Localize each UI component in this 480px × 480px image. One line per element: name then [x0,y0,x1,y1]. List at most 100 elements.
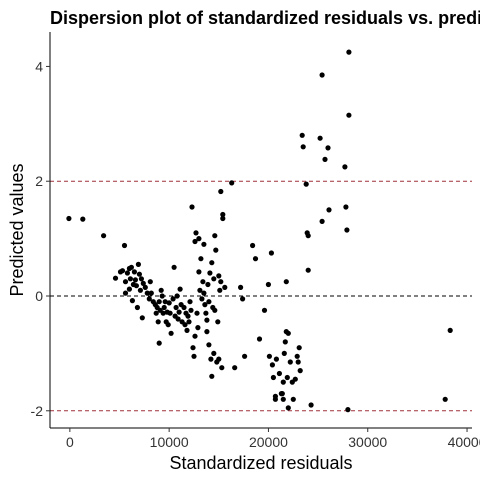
data-point [127,276,133,282]
data-point [191,353,197,359]
data-point [194,310,200,316]
data-point [346,112,352,118]
data-point [171,264,177,270]
y-ticks: -2 0 2 4 [31,58,50,419]
data-points [66,49,453,413]
data-point [202,302,208,308]
data-point [220,215,226,222]
data-point [216,356,222,362]
data-point [131,269,137,275]
data-point [189,204,195,210]
data-point [181,304,187,311]
data-point [319,72,325,78]
data-point [203,310,209,316]
data-point [139,315,145,321]
data-point [156,299,162,305]
data-point [305,267,311,273]
data-point [346,49,352,55]
data-point [229,180,235,186]
data-point [232,365,238,371]
data-point [222,284,228,290]
data-point [296,345,302,351]
x-tick-label: 40000 [448,434,480,450]
data-point [186,319,192,325]
data-point [209,373,215,379]
data-point [188,307,194,313]
data-point [294,353,300,359]
data-point [182,322,188,328]
data-point [208,356,214,362]
data-point [175,316,181,322]
data-point [122,290,129,296]
data-point [266,353,272,359]
data-point [295,359,301,365]
data-point [132,277,138,283]
data-point [148,290,154,296]
data-point [196,236,202,242]
data-point [159,293,165,299]
data-point [199,296,205,302]
data-point [215,319,221,325]
data-point [129,298,135,304]
data-point [272,393,278,399]
data-point [211,276,217,282]
data-point [122,279,129,285]
data-point [198,256,204,262]
data-point [325,145,331,151]
data-point [201,290,207,296]
data-point [146,296,152,302]
data-point [319,218,325,224]
data-point [167,310,173,316]
data-point [299,132,305,138]
data-point [155,319,161,325]
data-point [285,405,291,411]
x-tick-label: 20000 [249,434,288,450]
data-point [128,264,134,270]
data-point [268,250,274,256]
data-point [206,299,212,305]
data-point [220,211,226,218]
data-point [138,276,144,282]
data-point [168,330,174,336]
data-point [176,309,182,315]
data-point [147,279,153,285]
x-axis-label: Standardized residuals [169,453,352,473]
data-point [161,304,167,311]
data-point [101,233,107,239]
data-point [322,156,328,162]
data-point [273,356,279,362]
data-point [142,284,148,290]
y-tick-label: 2 [35,173,43,189]
data-point [66,215,72,222]
data-point [187,299,193,305]
data-point [200,279,206,285]
data-point [317,135,323,141]
data-point [342,164,348,170]
data-point [204,317,210,323]
data-point [280,379,286,385]
data-point [134,304,140,311]
data-point [270,374,276,381]
data-point [124,270,130,276]
data-point [276,370,282,377]
data-point [213,247,219,253]
data-point [345,407,351,413]
data-point [300,144,306,150]
data-point [201,241,207,247]
data-point [256,336,263,342]
data-point [252,256,259,262]
data-point [177,286,183,292]
data-point [218,279,224,285]
data-point [287,359,293,365]
data-point [119,268,126,274]
data-point [240,296,246,302]
data-point [205,281,211,288]
data-point [308,402,314,408]
data-point [343,204,349,210]
data-point [144,290,150,296]
data-point [193,230,199,236]
data-point [280,396,286,402]
data-point [204,329,210,335]
data-point [209,260,215,266]
